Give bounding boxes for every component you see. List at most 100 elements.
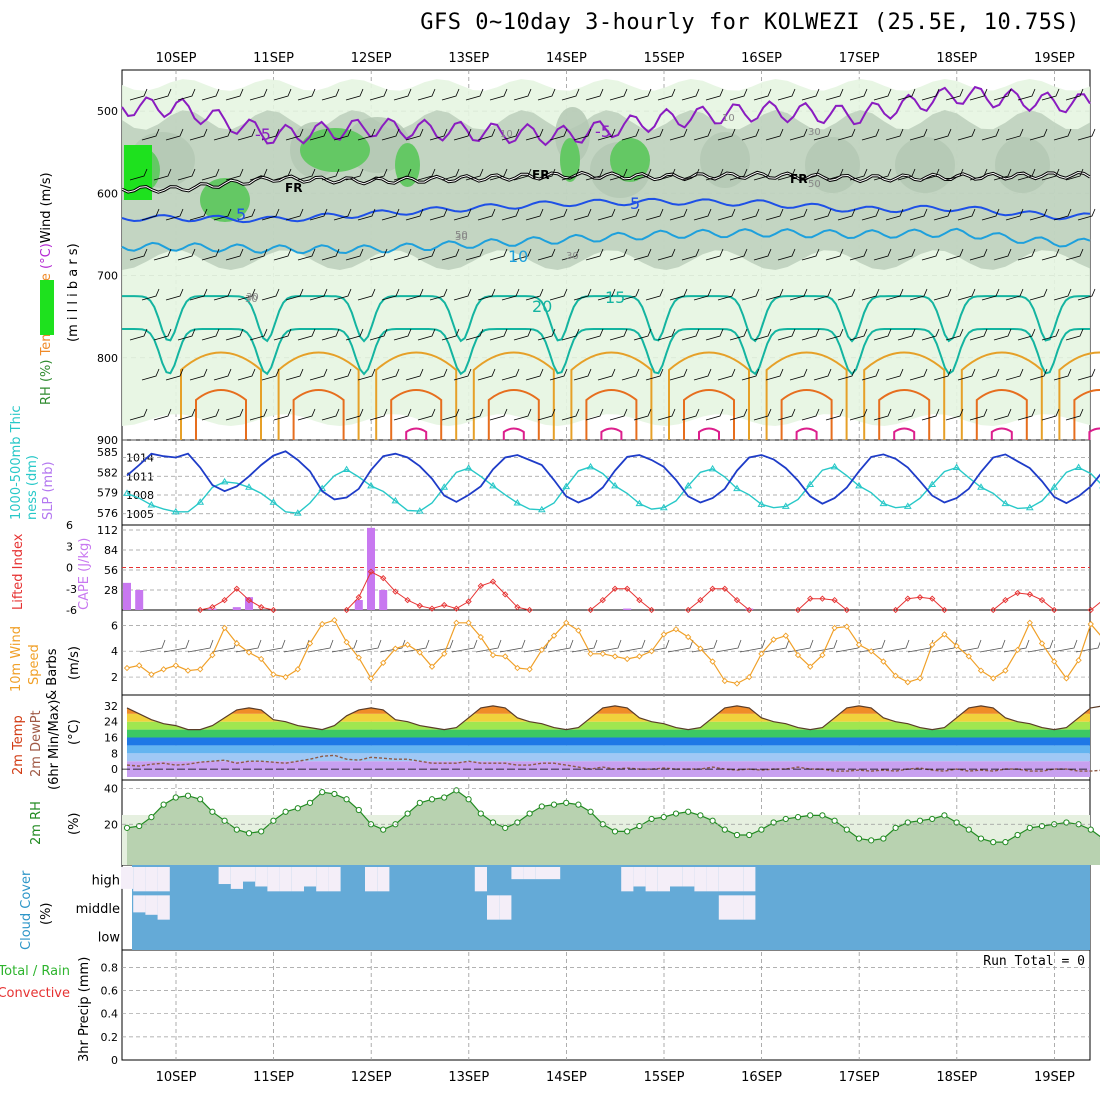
wind-tick-label: 2 bbox=[111, 671, 118, 684]
wind-barb bbox=[1029, 208, 1048, 221]
wind-tick-label: 6 bbox=[111, 619, 118, 632]
wind-barb bbox=[777, 168, 796, 181]
bottom-date-label: 12SEP bbox=[351, 1070, 392, 1085]
thickness-point bbox=[1001, 499, 1010, 507]
wind-speed-point bbox=[611, 653, 619, 660]
wind-speed-point bbox=[136, 662, 143, 669]
wind-speed-point bbox=[380, 659, 387, 666]
wind-barb bbox=[753, 88, 772, 101]
wind-barb bbox=[465, 408, 484, 421]
wind-barb bbox=[189, 368, 208, 381]
wind-barb bbox=[345, 408, 364, 421]
wind-barb bbox=[837, 208, 856, 221]
wind-barb bbox=[285, 208, 304, 221]
rh-point bbox=[977, 835, 985, 842]
isotherm-30 bbox=[878, 389, 931, 440]
thickness-point bbox=[879, 499, 888, 507]
wind-barb bbox=[345, 168, 364, 181]
temp-tick-label: 0 bbox=[111, 763, 118, 776]
rh-point bbox=[611, 828, 619, 835]
wind-barb bbox=[645, 128, 664, 141]
wind-speed-point bbox=[587, 650, 594, 657]
wind-barb bbox=[765, 288, 784, 301]
wind-barb bbox=[669, 208, 688, 221]
wind-barb bbox=[525, 368, 544, 381]
wind-speed-point bbox=[465, 619, 472, 626]
wind-barb bbox=[393, 328, 412, 341]
thickness-point bbox=[245, 483, 253, 490]
isotherm-30 bbox=[975, 389, 1028, 440]
rh-legend-swatch bbox=[40, 280, 54, 335]
wind-barb bbox=[609, 88, 628, 101]
wind-barb bbox=[369, 168, 388, 181]
wind-barb bbox=[1005, 368, 1024, 381]
wind-speed-point bbox=[550, 632, 558, 639]
rh-point bbox=[428, 796, 436, 803]
thickness-point bbox=[806, 480, 815, 488]
rh-point bbox=[843, 826, 850, 833]
wind-speed-point bbox=[343, 639, 350, 646]
wind-barb bbox=[897, 88, 916, 101]
wind-speed-point bbox=[148, 671, 155, 678]
isotherm-35 bbox=[1088, 427, 1100, 440]
li-point bbox=[1026, 591, 1033, 598]
wind-barb bbox=[849, 408, 868, 421]
thickness-series-line bbox=[126, 466, 1100, 514]
wind-barb bbox=[643, 639, 670, 653]
isotherm-25 bbox=[472, 351, 555, 440]
rh-point bbox=[355, 806, 362, 814]
li-point bbox=[648, 606, 655, 614]
cloud-high-bar bbox=[535, 867, 548, 880]
wind-barb bbox=[403, 639, 430, 653]
dewpt-ylabel: 2m DewPt bbox=[29, 710, 44, 777]
wind-barb bbox=[717, 288, 736, 301]
wind-barb bbox=[729, 328, 748, 341]
precip-convective-label: Convective bbox=[0, 986, 70, 1001]
wind-barb bbox=[573, 288, 592, 301]
wind-barb bbox=[573, 208, 592, 221]
wind-barb bbox=[525, 128, 544, 141]
wind-barb bbox=[331, 639, 358, 653]
wind-speed-point bbox=[843, 623, 850, 630]
wind-barb bbox=[883, 639, 910, 653]
wind-speed-point bbox=[770, 636, 777, 643]
rh-point bbox=[770, 819, 777, 826]
rh-point bbox=[123, 824, 131, 831]
wind-barb bbox=[139, 639, 166, 653]
wind-speed-point bbox=[428, 663, 436, 670]
wind-barb bbox=[693, 368, 712, 381]
wind-barb bbox=[153, 408, 172, 421]
wind-barb bbox=[1005, 208, 1024, 221]
wind-barb bbox=[969, 408, 988, 421]
precip-ylabel: 3hr Precip (mm) bbox=[77, 957, 92, 1062]
wind-barb bbox=[393, 248, 412, 261]
cape-bar bbox=[135, 590, 144, 610]
temp-tick-label: 32 bbox=[104, 700, 118, 713]
rh-point bbox=[1063, 819, 1070, 826]
temp-tick-label: 16 bbox=[104, 732, 118, 745]
wind-speed-point bbox=[563, 619, 570, 626]
wind-ylabel-3: & Barbs bbox=[45, 648, 60, 700]
wind-barb bbox=[705, 88, 724, 101]
bottom-date-label: 17SEP bbox=[839, 1070, 880, 1085]
wind-barb bbox=[441, 248, 460, 261]
wind-barb bbox=[849, 248, 868, 261]
wind-barb bbox=[633, 248, 652, 261]
wind-barb bbox=[1005, 128, 1024, 141]
wind-barb bbox=[513, 408, 532, 421]
wind-barb bbox=[273, 248, 292, 261]
cloud-high-bar bbox=[682, 867, 695, 887]
wind-barb bbox=[441, 88, 460, 101]
rh-point bbox=[965, 826, 972, 833]
li-point bbox=[892, 606, 899, 614]
wind-barb bbox=[465, 88, 484, 101]
wind-barb bbox=[285, 368, 304, 381]
wind-barb bbox=[1065, 88, 1084, 101]
wind-barb bbox=[225, 328, 244, 341]
rh-point bbox=[294, 805, 301, 812]
wind-barb bbox=[249, 168, 268, 181]
wind-barb bbox=[1029, 368, 1048, 381]
wind-barb bbox=[1053, 208, 1072, 221]
wind-barb bbox=[273, 408, 292, 421]
isotherm-25 bbox=[1058, 351, 1100, 440]
